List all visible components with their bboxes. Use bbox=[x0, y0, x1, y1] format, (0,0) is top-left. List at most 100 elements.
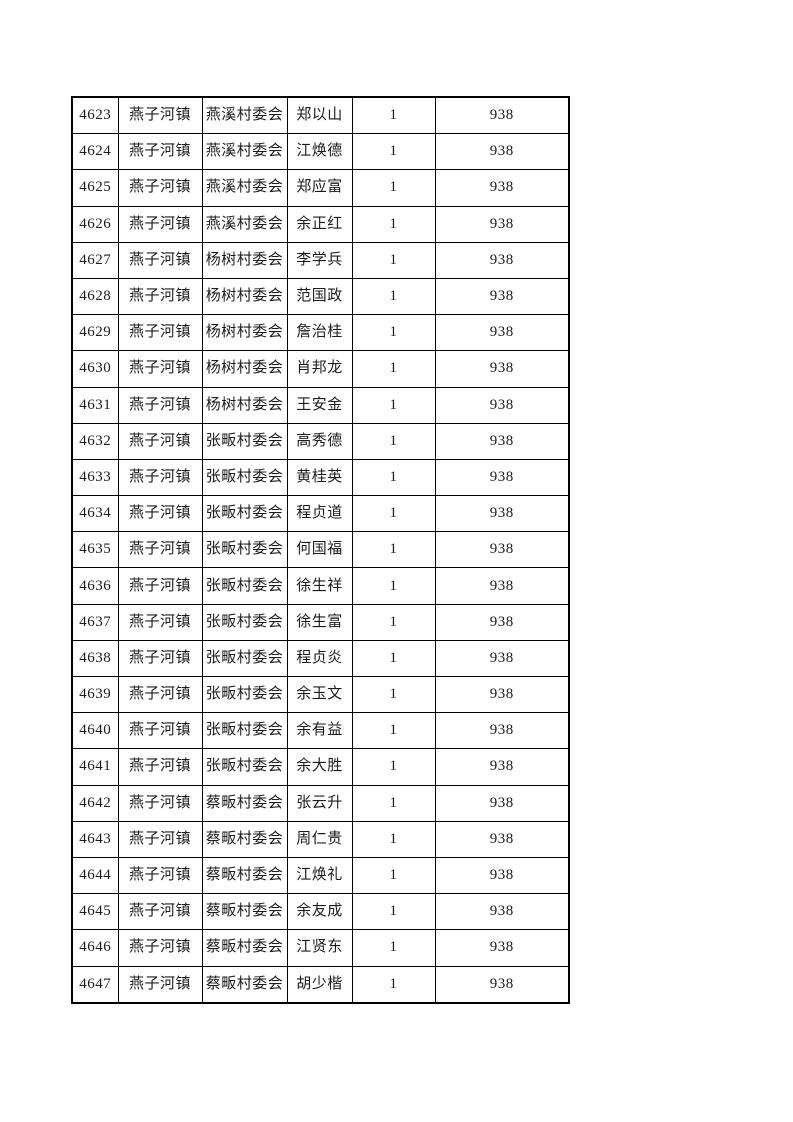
cell-count: 1 bbox=[351, 169, 436, 207]
cell-village: 杨树村委会 bbox=[201, 277, 288, 316]
cell-name: 张云升 bbox=[286, 784, 353, 822]
cell-count: 1 bbox=[351, 820, 436, 858]
roster-table: 4623 燕子河镇 燕溪村委会 郑以山 1 938 4624 燕子河镇 燕溪村委会 江焕德 1 938… bbox=[71, 96, 570, 1004]
cell-count: 1 bbox=[351, 567, 436, 605]
cell-village: 蔡畈村委会 bbox=[201, 929, 288, 967]
cell-amount: 938 bbox=[434, 675, 570, 714]
cell-serial: 4637 bbox=[71, 603, 119, 641]
table-row: 4647 燕子河镇 蔡畈村委会 胡少楷 1 938 bbox=[71, 965, 570, 1004]
cell-town: 燕子河镇 bbox=[117, 314, 203, 352]
cell-amount: 938 bbox=[434, 96, 570, 135]
cell-serial: 4633 bbox=[71, 458, 119, 497]
cell-village: 张畈村委会 bbox=[201, 712, 288, 750]
cell-name: 胡少楷 bbox=[286, 965, 353, 1004]
table-row: 4629 燕子河镇 杨树村委会 詹治桂 1 938 bbox=[71, 314, 570, 352]
cell-town: 燕子河镇 bbox=[117, 639, 203, 678]
table-row: 4645 燕子河镇 蔡畈村委会 余友成 1 938 bbox=[71, 893, 570, 931]
cell-village: 燕溪村委会 bbox=[201, 96, 288, 135]
table-row: 4627 燕子河镇 杨树村委会 李学兵 1 938 bbox=[71, 241, 570, 279]
cell-name: 余正红 bbox=[286, 205, 353, 243]
table-row: 4634 燕子河镇 张畈村委会 程贞道 1 938 bbox=[71, 495, 570, 533]
cell-name: 周仁贵 bbox=[286, 820, 353, 858]
cell-count: 1 bbox=[351, 675, 436, 714]
cell-village: 张畈村委会 bbox=[201, 675, 288, 714]
cell-name: 王安金 bbox=[286, 386, 353, 424]
cell-amount: 938 bbox=[434, 205, 570, 243]
cell-amount: 938 bbox=[434, 965, 570, 1004]
table-row: 4633 燕子河镇 张畈村委会 黄桂英 1 938 bbox=[71, 458, 570, 497]
cell-town: 燕子河镇 bbox=[117, 567, 203, 605]
cell-town: 燕子河镇 bbox=[117, 422, 203, 460]
cell-town: 燕子河镇 bbox=[117, 712, 203, 750]
cell-town: 燕子河镇 bbox=[117, 205, 203, 243]
cell-amount: 938 bbox=[434, 241, 570, 279]
cell-amount: 938 bbox=[434, 386, 570, 424]
table-row: 4643 燕子河镇 蔡畈村委会 周仁贵 1 938 bbox=[71, 820, 570, 858]
table-row: 4626 燕子河镇 燕溪村委会 余正红 1 938 bbox=[71, 205, 570, 243]
cell-town: 燕子河镇 bbox=[117, 675, 203, 714]
cell-name: 江焕德 bbox=[286, 133, 353, 171]
cell-count: 1 bbox=[351, 531, 436, 569]
cell-village: 张畈村委会 bbox=[201, 422, 288, 460]
cell-serial: 4629 bbox=[71, 314, 119, 352]
cell-amount: 938 bbox=[434, 748, 570, 786]
cell-name: 程贞道 bbox=[286, 495, 353, 533]
cell-town: 燕子河镇 bbox=[117, 820, 203, 858]
cell-serial: 4642 bbox=[71, 784, 119, 822]
cell-count: 1 bbox=[351, 784, 436, 822]
table-row: 4623 燕子河镇 燕溪村委会 郑以山 1 938 bbox=[71, 96, 570, 135]
cell-town: 燕子河镇 bbox=[117, 929, 203, 967]
table-row: 4632 燕子河镇 张畈村委会 高秀德 1 938 bbox=[71, 422, 570, 460]
cell-village: 张畈村委会 bbox=[201, 567, 288, 605]
cell-count: 1 bbox=[351, 422, 436, 460]
cell-serial: 4626 bbox=[71, 205, 119, 243]
cell-serial: 4640 bbox=[71, 712, 119, 750]
cell-amount: 938 bbox=[434, 893, 570, 931]
cell-amount: 938 bbox=[434, 350, 570, 388]
cell-count: 1 bbox=[351, 133, 436, 171]
cell-serial: 4630 bbox=[71, 350, 119, 388]
cell-serial: 4639 bbox=[71, 675, 119, 714]
cell-town: 燕子河镇 bbox=[117, 893, 203, 931]
cell-village: 杨树村委会 bbox=[201, 314, 288, 352]
cell-count: 1 bbox=[351, 603, 436, 641]
cell-amount: 938 bbox=[434, 603, 570, 641]
cell-village: 张畈村委会 bbox=[201, 748, 288, 786]
cell-serial: 4632 bbox=[71, 422, 119, 460]
cell-name: 江焕礼 bbox=[286, 856, 353, 895]
cell-name: 范国政 bbox=[286, 277, 353, 316]
table-row: 4625 燕子河镇 燕溪村委会 郑应富 1 938 bbox=[71, 169, 570, 207]
cell-count: 1 bbox=[351, 495, 436, 533]
cell-village: 蔡畈村委会 bbox=[201, 784, 288, 822]
cell-serial: 4636 bbox=[71, 567, 119, 605]
cell-count: 1 bbox=[351, 96, 436, 135]
cell-village: 杨树村委会 bbox=[201, 386, 288, 424]
cell-village: 燕溪村委会 bbox=[201, 169, 288, 207]
cell-town: 燕子河镇 bbox=[117, 169, 203, 207]
cell-count: 1 bbox=[351, 314, 436, 352]
cell-town: 燕子河镇 bbox=[117, 495, 203, 533]
cell-serial: 4645 bbox=[71, 893, 119, 931]
cell-count: 1 bbox=[351, 458, 436, 497]
cell-amount: 938 bbox=[434, 422, 570, 460]
table-row: 4640 燕子河镇 张畈村委会 余有益 1 938 bbox=[71, 712, 570, 750]
table-row: 4635 燕子河镇 张畈村委会 何国福 1 938 bbox=[71, 531, 570, 569]
cell-name: 高秀德 bbox=[286, 422, 353, 460]
cell-serial: 4647 bbox=[71, 965, 119, 1004]
cell-amount: 938 bbox=[434, 531, 570, 569]
cell-name: 郑应富 bbox=[286, 169, 353, 207]
cell-amount: 938 bbox=[434, 169, 570, 207]
cell-count: 1 bbox=[351, 639, 436, 678]
cell-town: 燕子河镇 bbox=[117, 784, 203, 822]
cell-serial: 4644 bbox=[71, 856, 119, 895]
cell-amount: 938 bbox=[434, 856, 570, 895]
cell-name: 詹治桂 bbox=[286, 314, 353, 352]
cell-name: 徐生祥 bbox=[286, 567, 353, 605]
cell-village: 张畈村委会 bbox=[201, 495, 288, 533]
cell-town: 燕子河镇 bbox=[117, 133, 203, 171]
cell-village: 燕溪村委会 bbox=[201, 205, 288, 243]
cell-name: 李学兵 bbox=[286, 241, 353, 279]
cell-amount: 938 bbox=[434, 567, 570, 605]
cell-name: 徐生富 bbox=[286, 603, 353, 641]
cell-village: 蔡畈村委会 bbox=[201, 965, 288, 1004]
